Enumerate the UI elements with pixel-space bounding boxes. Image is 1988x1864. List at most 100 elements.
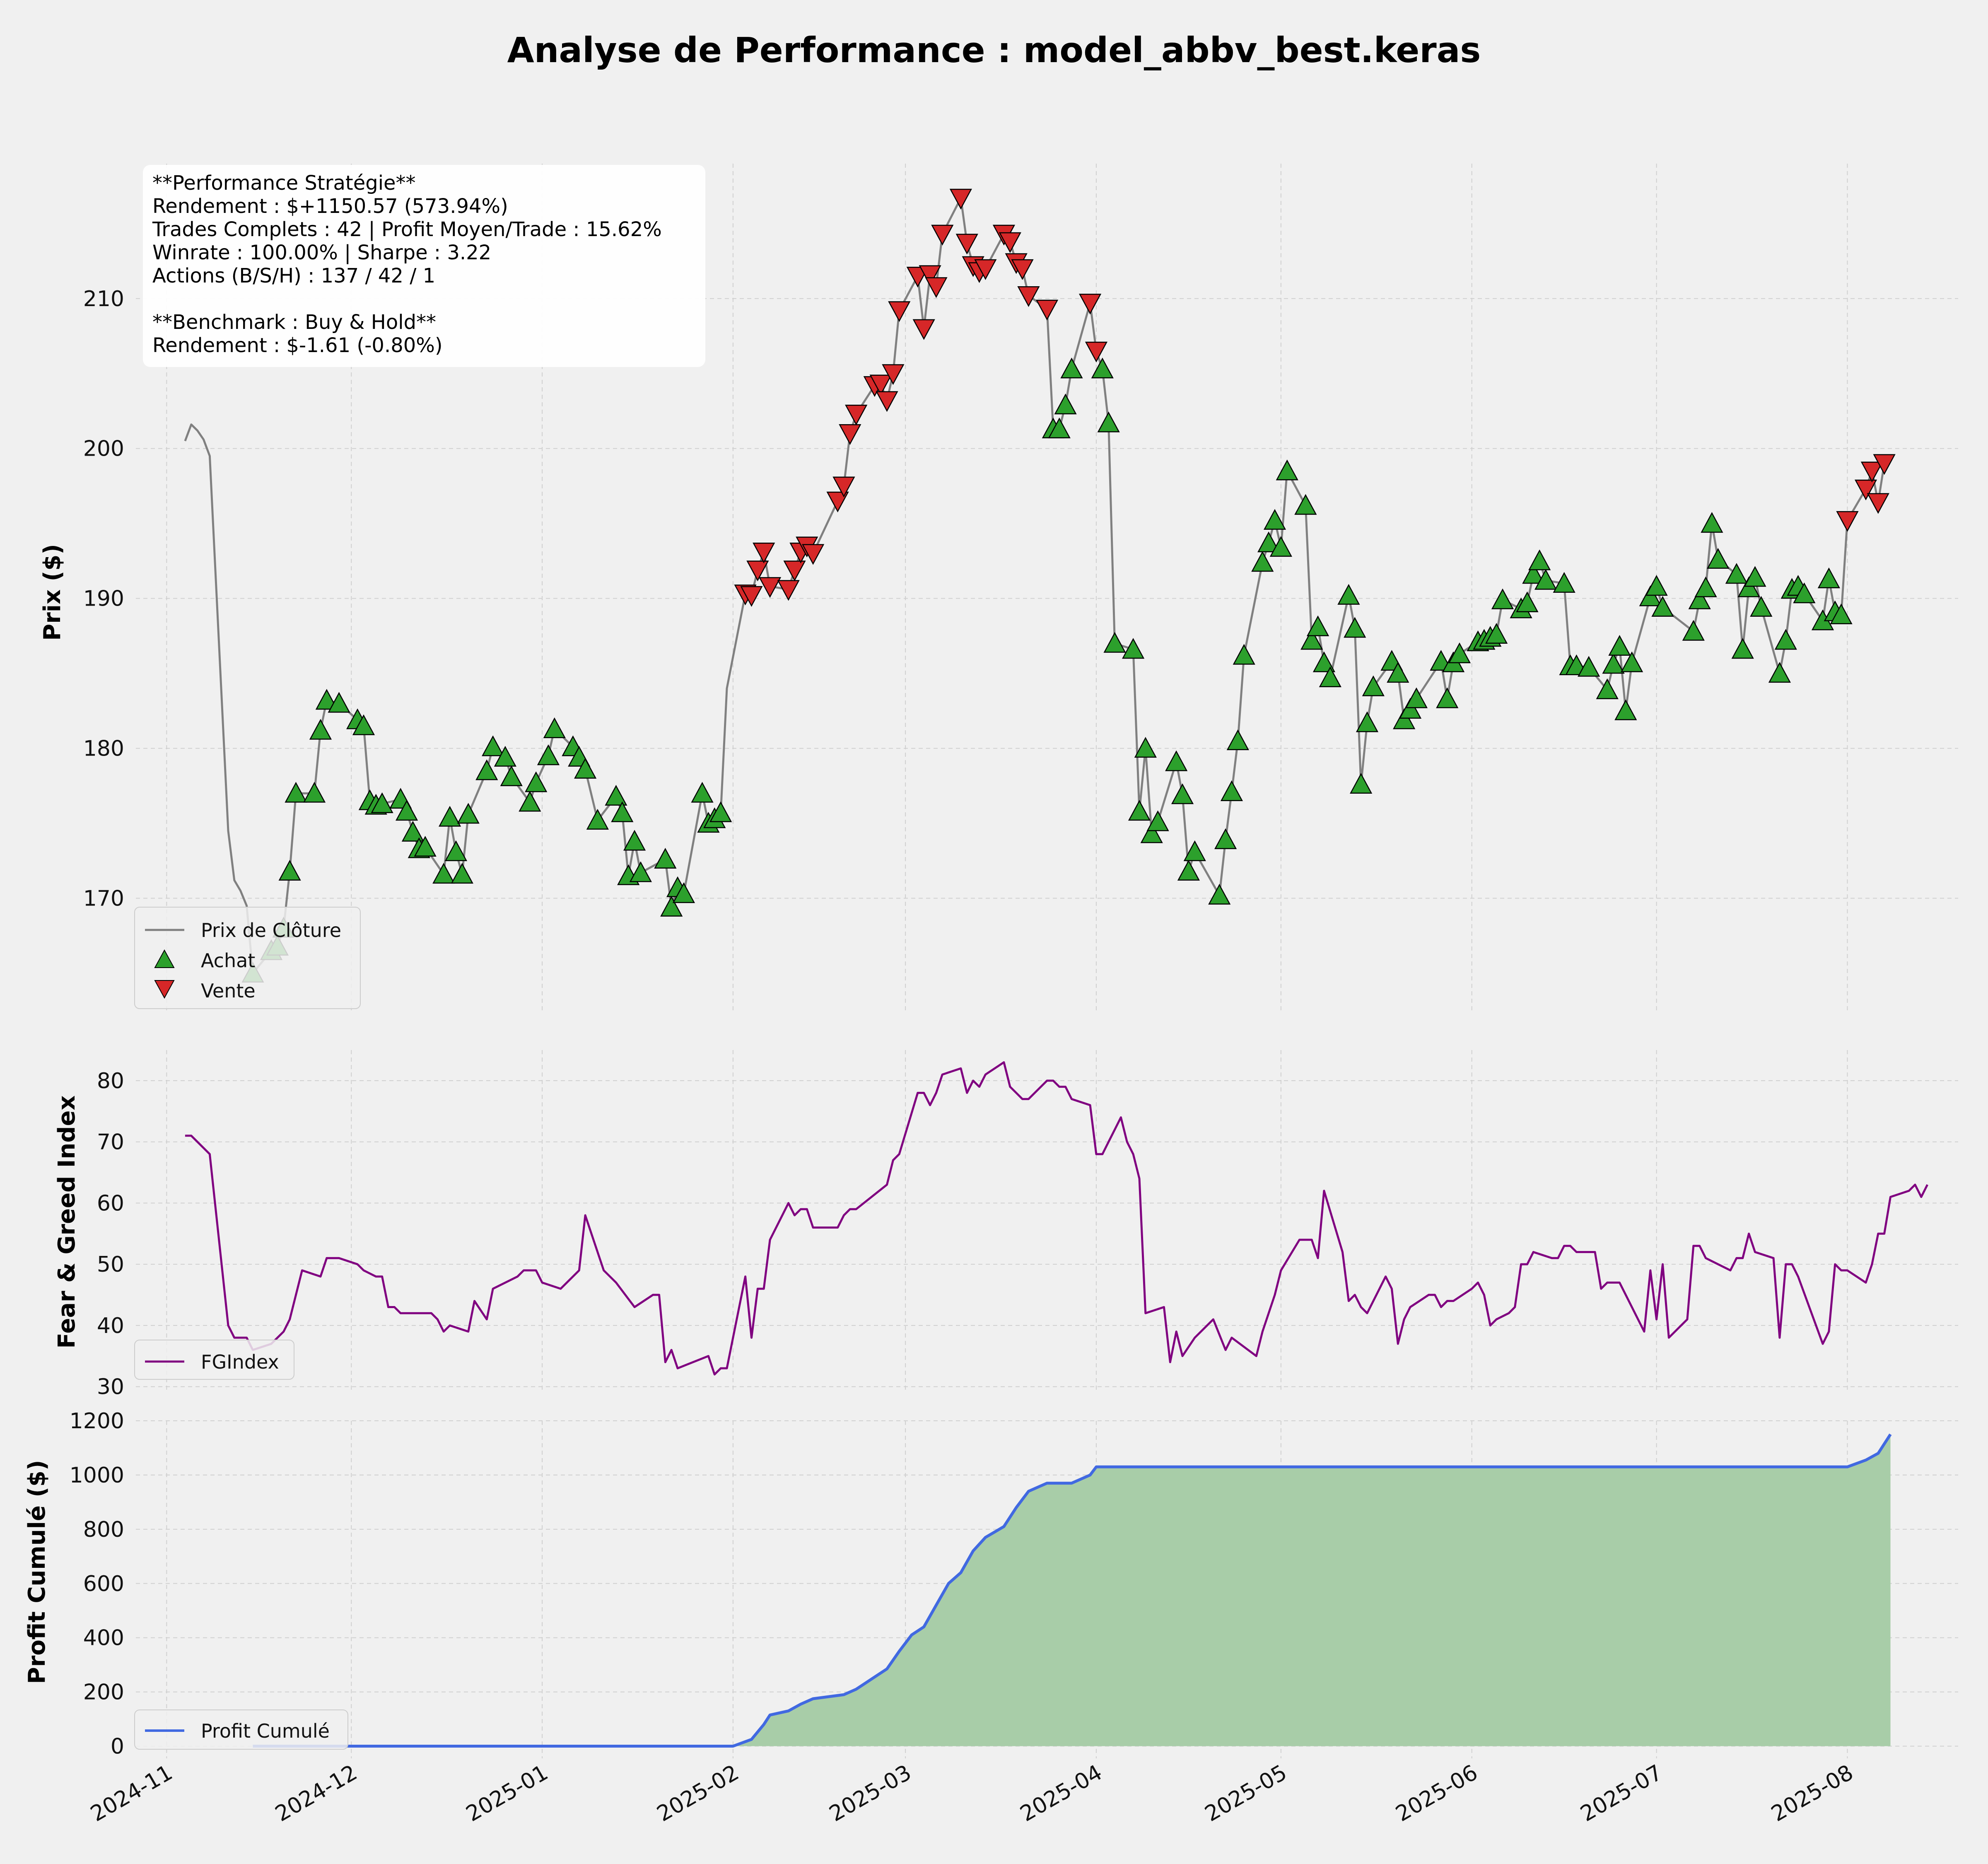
buy-marker (1817, 567, 1840, 589)
info-line-4: Actions (B/S/H) : 137 / 42 / 1 (152, 264, 435, 287)
sell-marker (1867, 493, 1889, 514)
legend-sell-label: Vente (201, 980, 256, 1002)
price-y-tick-170: 170 (83, 886, 124, 911)
buy-marker (1269, 536, 1292, 557)
fear-greed-panel: 30 40 50 60 70 80 Fear & Greed Index FGIndex (53, 1050, 1958, 1400)
buy-marker (315, 689, 338, 710)
buy-marker (1793, 582, 1816, 604)
sell-marker (740, 586, 763, 607)
sell-marker (1085, 341, 1108, 363)
sell-marker (1873, 454, 1896, 475)
sell-marker (876, 391, 898, 412)
buy-marker (1725, 563, 1748, 584)
buy-marker (611, 801, 634, 822)
info-box-background (143, 165, 705, 367)
sell-marker (955, 234, 978, 255)
buy-marker (1491, 588, 1514, 609)
sell-marker (1078, 294, 1102, 315)
buy-marker (1731, 638, 1754, 659)
profit-y-axis-label: Profit Cumulé ($) (24, 1460, 51, 1684)
info-line-7: Rendement : $-1.61 (-0.80%) (152, 334, 443, 357)
buy-marker (1344, 617, 1366, 638)
sell-marker (1836, 511, 1859, 532)
sell-marker (758, 577, 782, 598)
buy-marker (482, 735, 504, 756)
buy-marker (1578, 656, 1600, 677)
buy-marker (1276, 459, 1298, 480)
buy-marker (1553, 572, 1575, 593)
buy-marker (371, 792, 393, 814)
legend-buy-label: Achat (201, 949, 255, 972)
buy-marker (1356, 711, 1379, 732)
fear-greed-y-ticks: 30 40 50 60 70 80 (97, 1069, 124, 1400)
buy-marker (1140, 822, 1163, 843)
legend-sell-swatch (154, 980, 175, 999)
buy-marker (285, 782, 307, 803)
sell-marker (949, 188, 972, 210)
buy-marker (1534, 569, 1557, 590)
sell-marker (919, 265, 941, 286)
buy-marker (1744, 566, 1766, 587)
price-y-tick-210: 210 (83, 287, 124, 311)
profit-cumulative-line (253, 1433, 1892, 1748)
profit-y-tick-1000: 1000 (70, 1463, 124, 1488)
buy-marker (1300, 629, 1323, 650)
buy-marker (1774, 629, 1797, 650)
buy-marker (543, 717, 566, 739)
sell-marker (1860, 461, 1883, 483)
buy-marker (1682, 620, 1705, 641)
legend-price-label: Prix de Clôture (201, 919, 341, 942)
buy-marker (1602, 653, 1625, 674)
price-plot-area (184, 188, 1896, 983)
buy-marker (1645, 575, 1668, 596)
buy-marker (309, 719, 332, 740)
sell-marker (826, 491, 849, 513)
buy-marker (1707, 548, 1730, 569)
buy-marker (444, 840, 468, 861)
buy-marker (1639, 585, 1662, 606)
buy-marker (1177, 860, 1200, 881)
buy-marker (1251, 551, 1274, 572)
figure-title: Analyse de Performance : model_abbv_best… (507, 30, 1481, 70)
buy-marker (1448, 642, 1471, 664)
buy-marker (586, 809, 609, 830)
fear-greed-y-tick-30: 30 (97, 1375, 124, 1400)
buy-marker (1263, 509, 1286, 530)
buy-marker (494, 746, 516, 767)
sell-marker (783, 560, 806, 582)
price-panel: 170 180 190 200 210 Prix ($) **Performance S… (39, 164, 1958, 1011)
buy-marker (1405, 687, 1428, 708)
buy-marker (1257, 531, 1280, 553)
buy-marker (537, 744, 560, 765)
info-line-1: Rendement : $+1150.57 (573.94%) (152, 195, 508, 218)
sell-marker (746, 560, 769, 582)
fear-greed-plot-area (185, 1061, 1928, 1376)
buy-marker (1362, 675, 1385, 696)
buy-marker (1054, 394, 1077, 415)
legend-buy-swatch (154, 949, 175, 968)
buy-marker (519, 791, 541, 812)
buy-marker (439, 806, 461, 827)
buy-marker (1220, 780, 1243, 802)
sell-marker (802, 544, 825, 565)
buy-marker (1350, 773, 1373, 794)
buy-marker (1528, 549, 1551, 570)
buy-marker (352, 714, 375, 735)
buy-marker (1651, 596, 1674, 617)
buy-marker (475, 759, 498, 780)
buy-marker (1621, 651, 1643, 672)
buy-marker (1614, 699, 1637, 720)
sell-marker (931, 225, 954, 246)
buy-marker (1485, 623, 1508, 644)
buy-marker (1294, 494, 1317, 515)
buy-marker (1134, 736, 1157, 758)
buy-marker (500, 765, 523, 786)
profit-y-tick-800: 800 (83, 1517, 124, 1542)
profit-y-ticks: 0 200 400 600 800 1000 1200 (70, 1409, 124, 1759)
sell-marker (753, 542, 775, 564)
buy-marker (629, 861, 652, 882)
price-y-axis-label: Prix ($) (39, 544, 66, 641)
legend-fg-label: FGIndex (201, 1351, 279, 1373)
buy-marker (1337, 584, 1360, 605)
